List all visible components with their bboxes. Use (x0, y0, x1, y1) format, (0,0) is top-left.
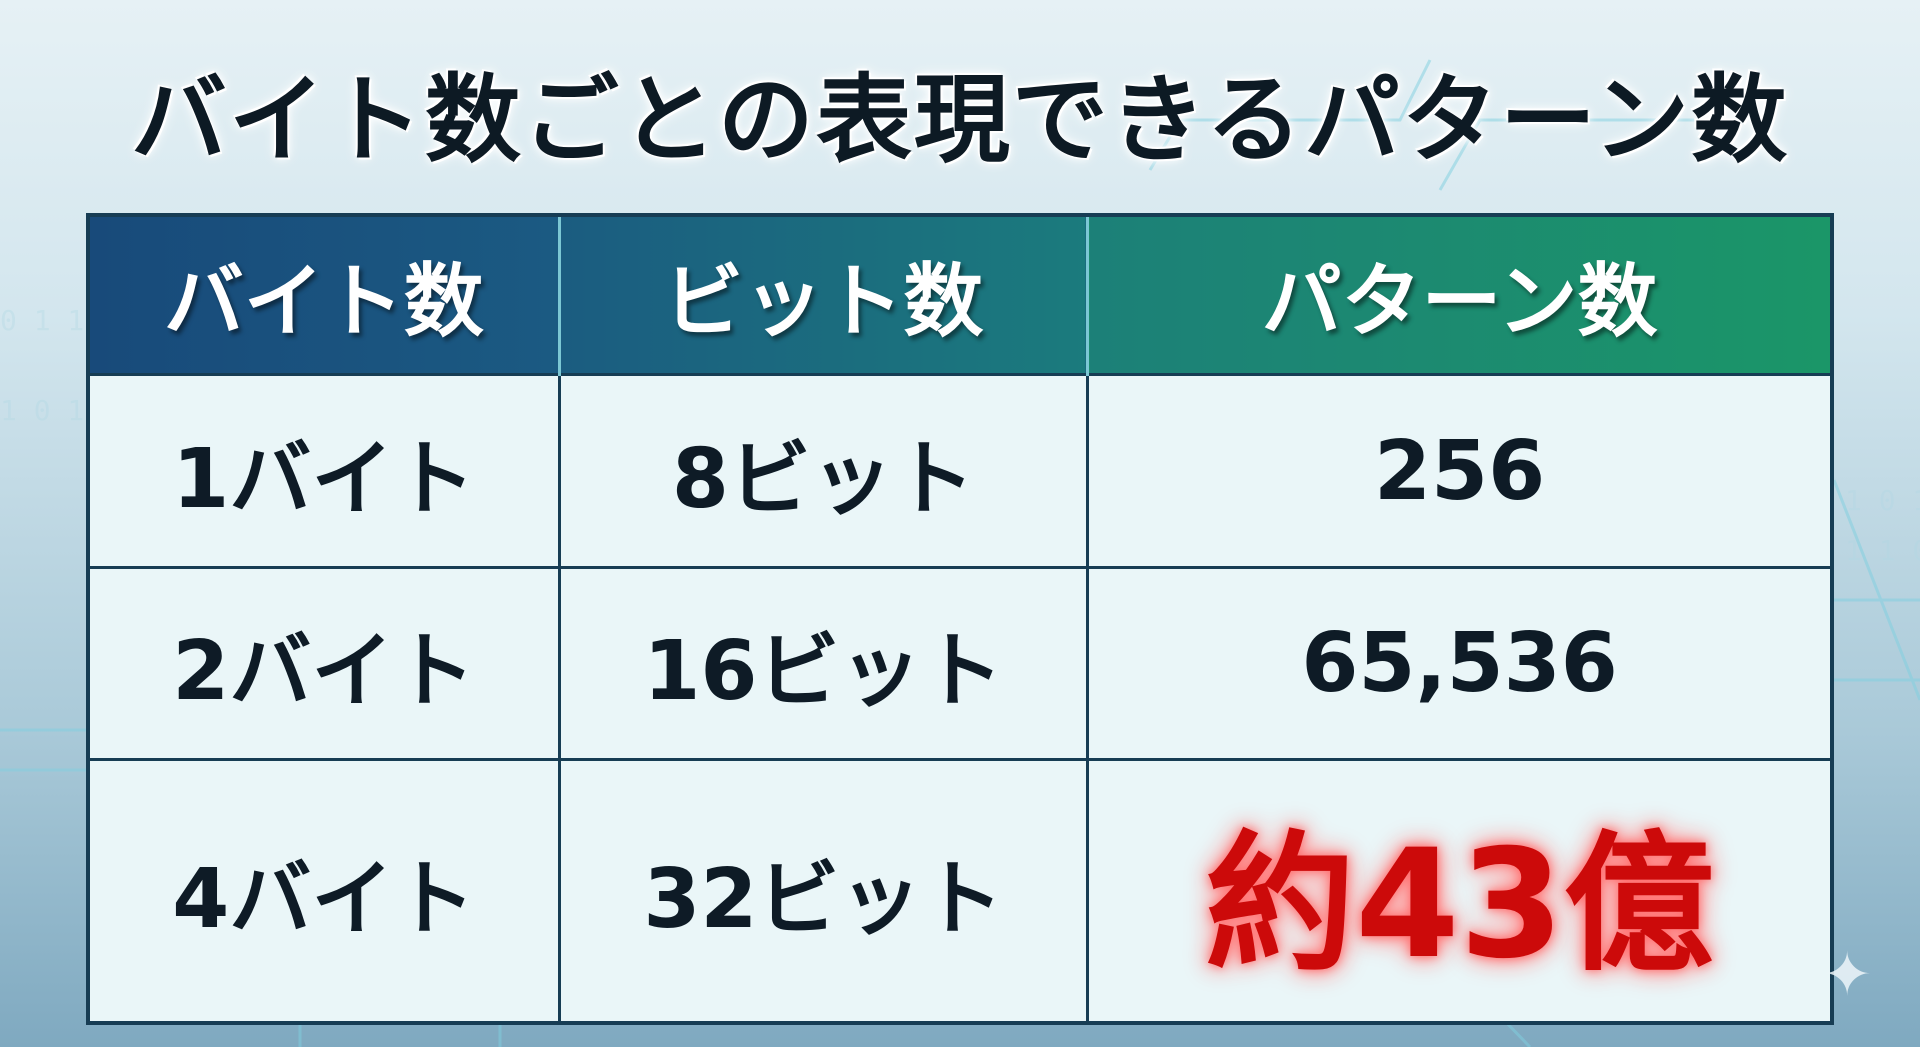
table-row: 4バイト 32ビット 約43億 (86, 758, 1834, 1025)
cell-bits: 16ビット (557, 566, 1090, 761)
cell-bytes: 1バイト (86, 373, 561, 569)
cell-bits: 8ビット (557, 373, 1090, 569)
cell-bits: 32ビット (557, 758, 1090, 1025)
cell-bytes: 2バイト (86, 566, 561, 761)
page-title: バイト数ごとの表現できるパターン数 (130, 64, 1790, 176)
header-patterns: パターン数 (1086, 215, 1832, 375)
header-bits: ビット数 (557, 215, 1088, 375)
svg-text:1 1 0: 1 1 0 (1845, 534, 1920, 567)
cell-patterns: 65,536 (1086, 566, 1834, 761)
pattern-table: バイト数 ビット数 パターン数 1バイト 8ビット 256 2バイト 16ビット… (86, 213, 1834, 1025)
table-row: 1バイト 8ビット 256 (86, 373, 1834, 569)
table-row: 2バイト 16ビット 65,536 (86, 566, 1834, 761)
table-header-row: バイト数 ビット数 パターン数 (88, 215, 1832, 375)
binary-decoration: 0 1 1 (0, 304, 84, 337)
svg-text:1 0 1: 1 0 1 (0, 394, 84, 427)
sparkle-icon: ✦ (1822, 940, 1873, 1010)
cell-bytes: 4バイト (86, 758, 561, 1025)
svg-text:1 0 1: 1 0 1 (1845, 484, 1920, 517)
header-bytes: バイト数 (88, 215, 560, 375)
cell-patterns-highlight: 約43億 (1086, 758, 1834, 1025)
cell-patterns: 256 (1086, 373, 1834, 569)
